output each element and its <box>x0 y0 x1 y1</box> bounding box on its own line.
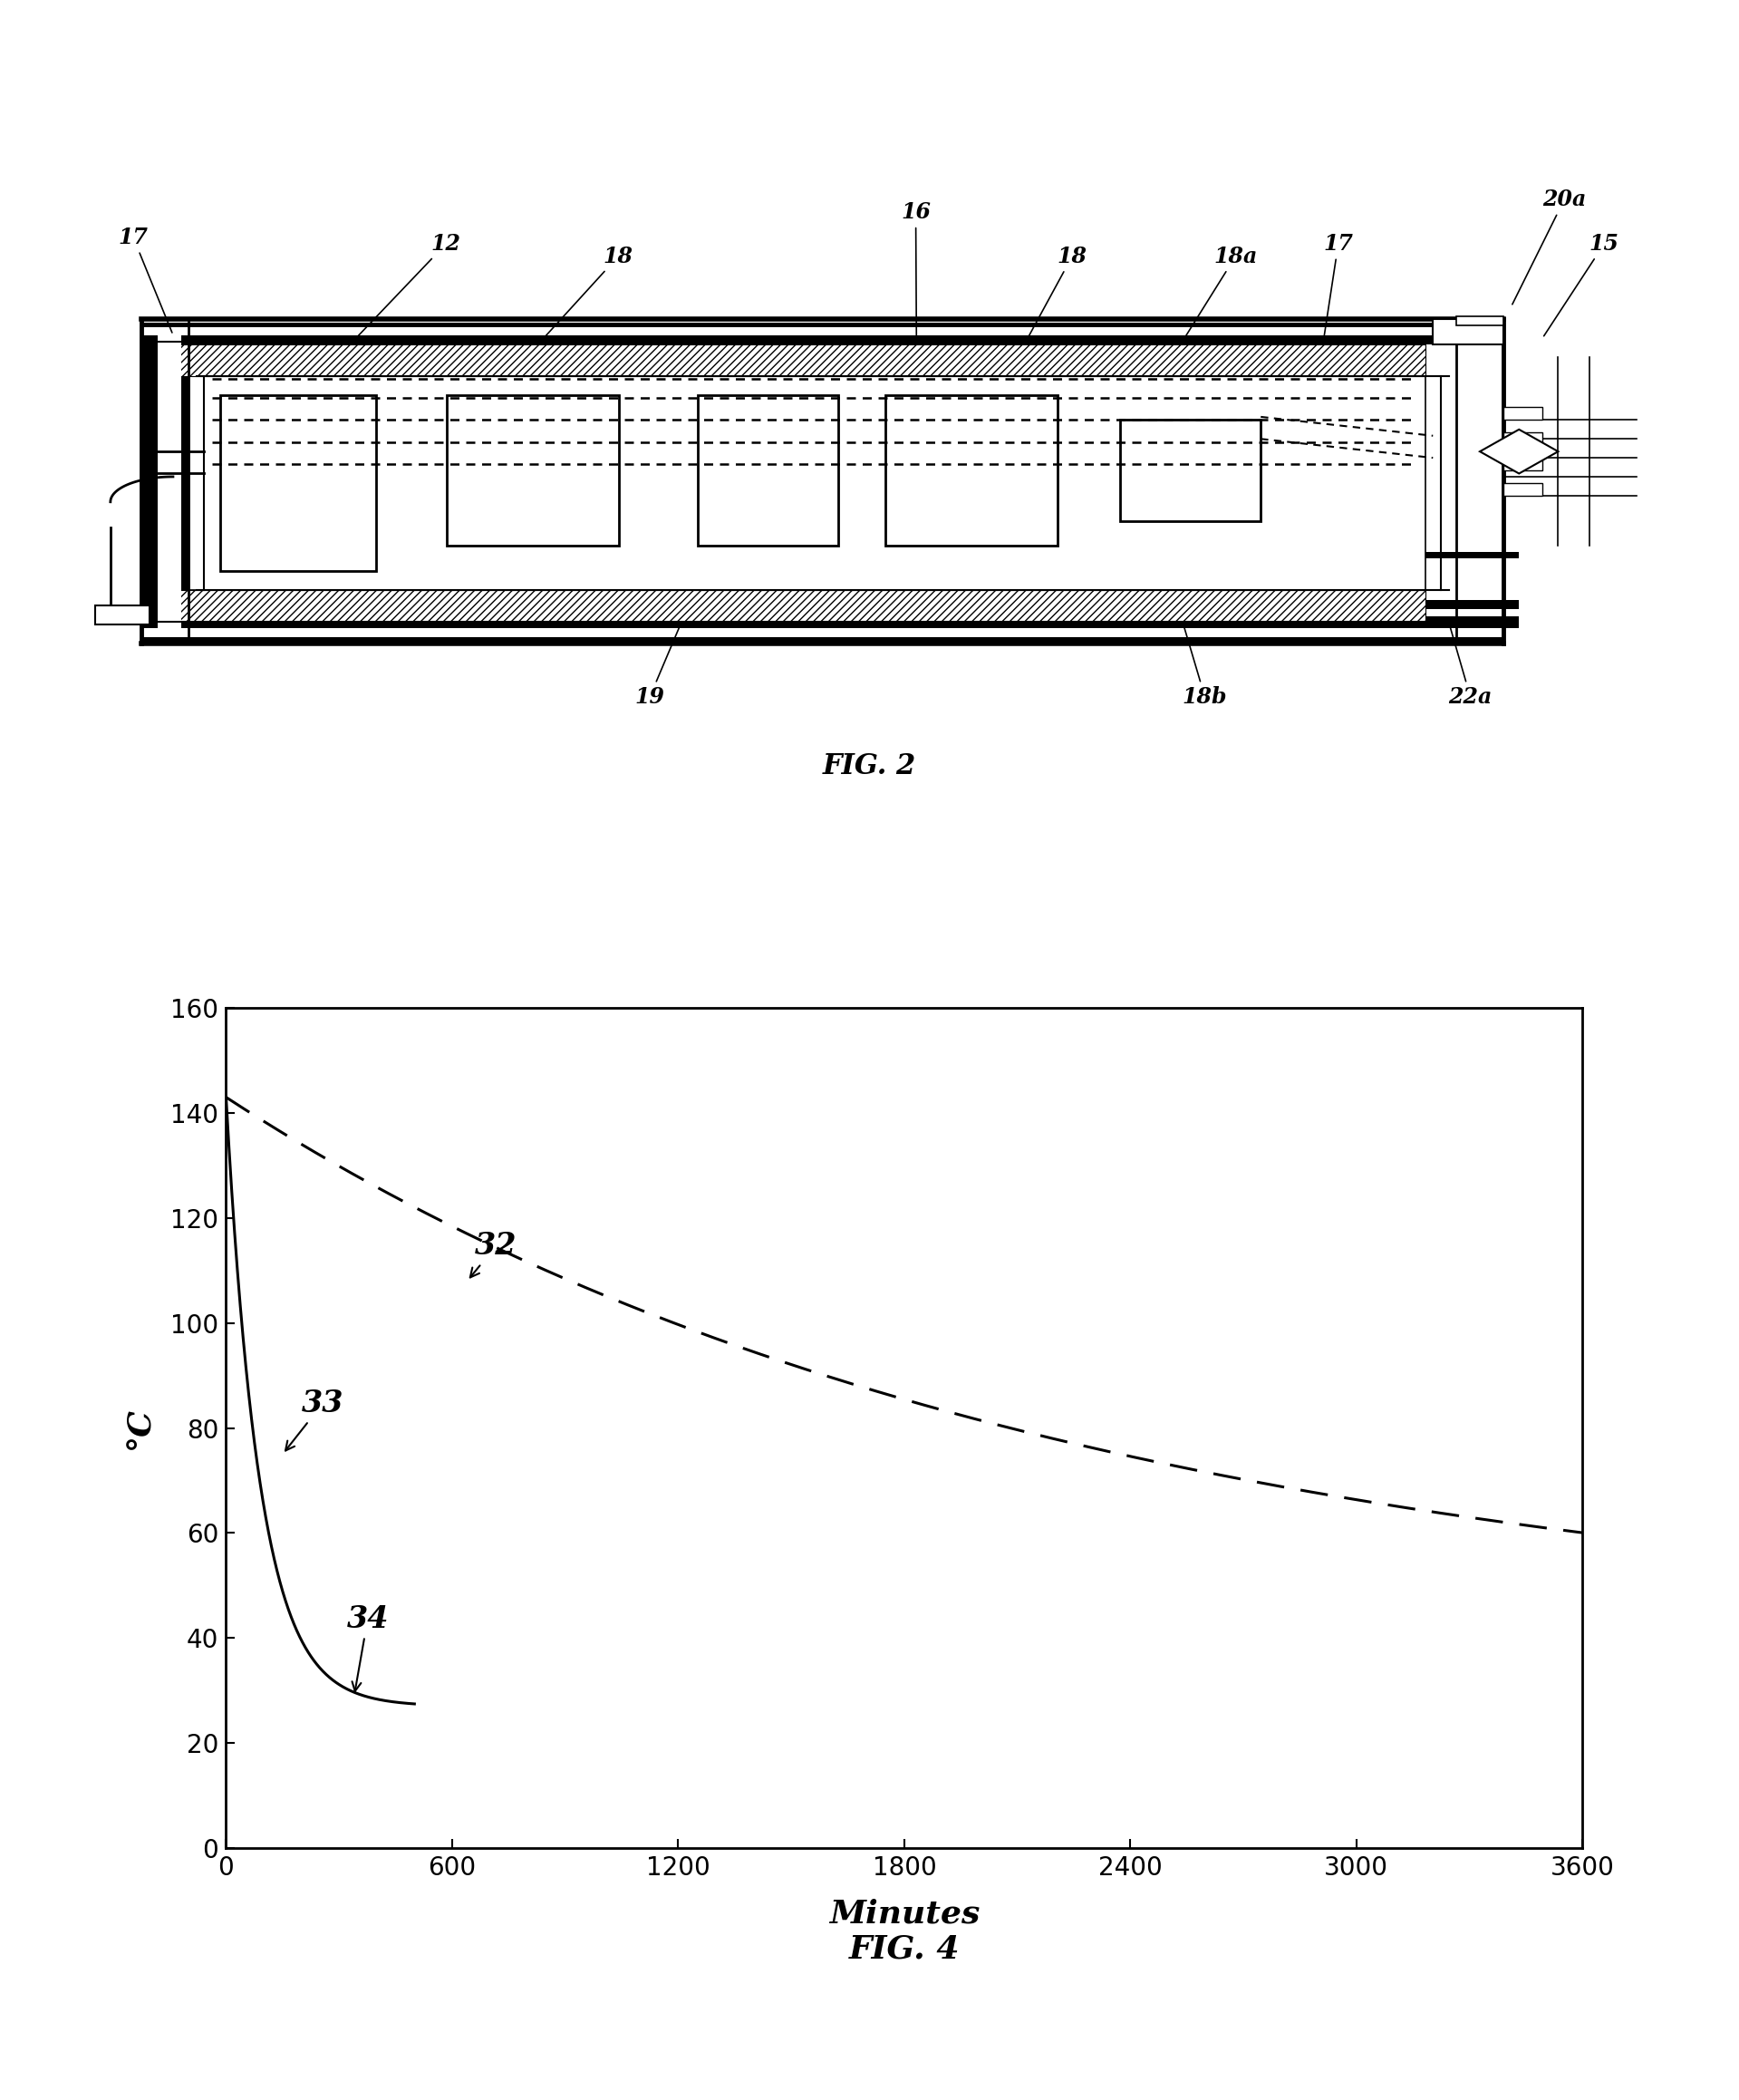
Bar <box>174 376 1426 590</box>
Text: 18b: 18b <box>1183 624 1228 708</box>
Bar <box>1504 407 1542 420</box>
Bar <box>96 605 150 626</box>
Bar <box>143 622 1504 643</box>
Text: FIG. 4: FIG. 4 <box>849 1934 960 1964</box>
Polygon shape <box>1480 430 1558 475</box>
Bar <box>1504 458 1542 470</box>
Bar <box>1433 319 1502 344</box>
Text: 16: 16 <box>901 202 930 338</box>
Bar <box>697 395 838 546</box>
Bar <box>143 628 1504 638</box>
Bar <box>1504 433 1542 445</box>
Text: 15: 15 <box>1544 233 1619 336</box>
Text: 17: 17 <box>1323 233 1353 338</box>
Text: 20a: 20a <box>1513 189 1586 304</box>
Bar <box>221 395 377 571</box>
Bar <box>143 617 1520 628</box>
Bar <box>1457 317 1504 326</box>
Bar <box>447 395 619 546</box>
Bar <box>143 552 1520 559</box>
Bar <box>885 395 1057 546</box>
Text: 18a: 18a <box>1184 246 1257 338</box>
Bar <box>143 321 190 643</box>
Bar <box>174 590 1426 622</box>
X-axis label: Minutes: Minutes <box>830 1898 979 1930</box>
Text: FIG. 2: FIG. 2 <box>823 752 916 781</box>
Bar <box>143 321 190 643</box>
Bar <box>158 332 181 634</box>
Text: 12: 12 <box>355 233 461 340</box>
Text: 18: 18 <box>543 246 633 340</box>
Bar <box>143 601 1520 609</box>
Text: 33: 33 <box>285 1388 344 1451</box>
Text: 34: 34 <box>346 1604 390 1691</box>
Bar <box>143 328 1504 334</box>
Bar <box>143 321 1504 344</box>
Bar <box>1504 483 1542 496</box>
Text: 32: 32 <box>470 1231 516 1277</box>
Text: 22a: 22a <box>1449 624 1492 708</box>
Text: 17: 17 <box>118 227 172 332</box>
Text: 18: 18 <box>1028 246 1087 338</box>
Bar <box>1120 420 1261 521</box>
Text: 19: 19 <box>635 624 680 708</box>
Y-axis label: °C: °C <box>125 1407 155 1449</box>
Bar <box>174 344 1426 376</box>
